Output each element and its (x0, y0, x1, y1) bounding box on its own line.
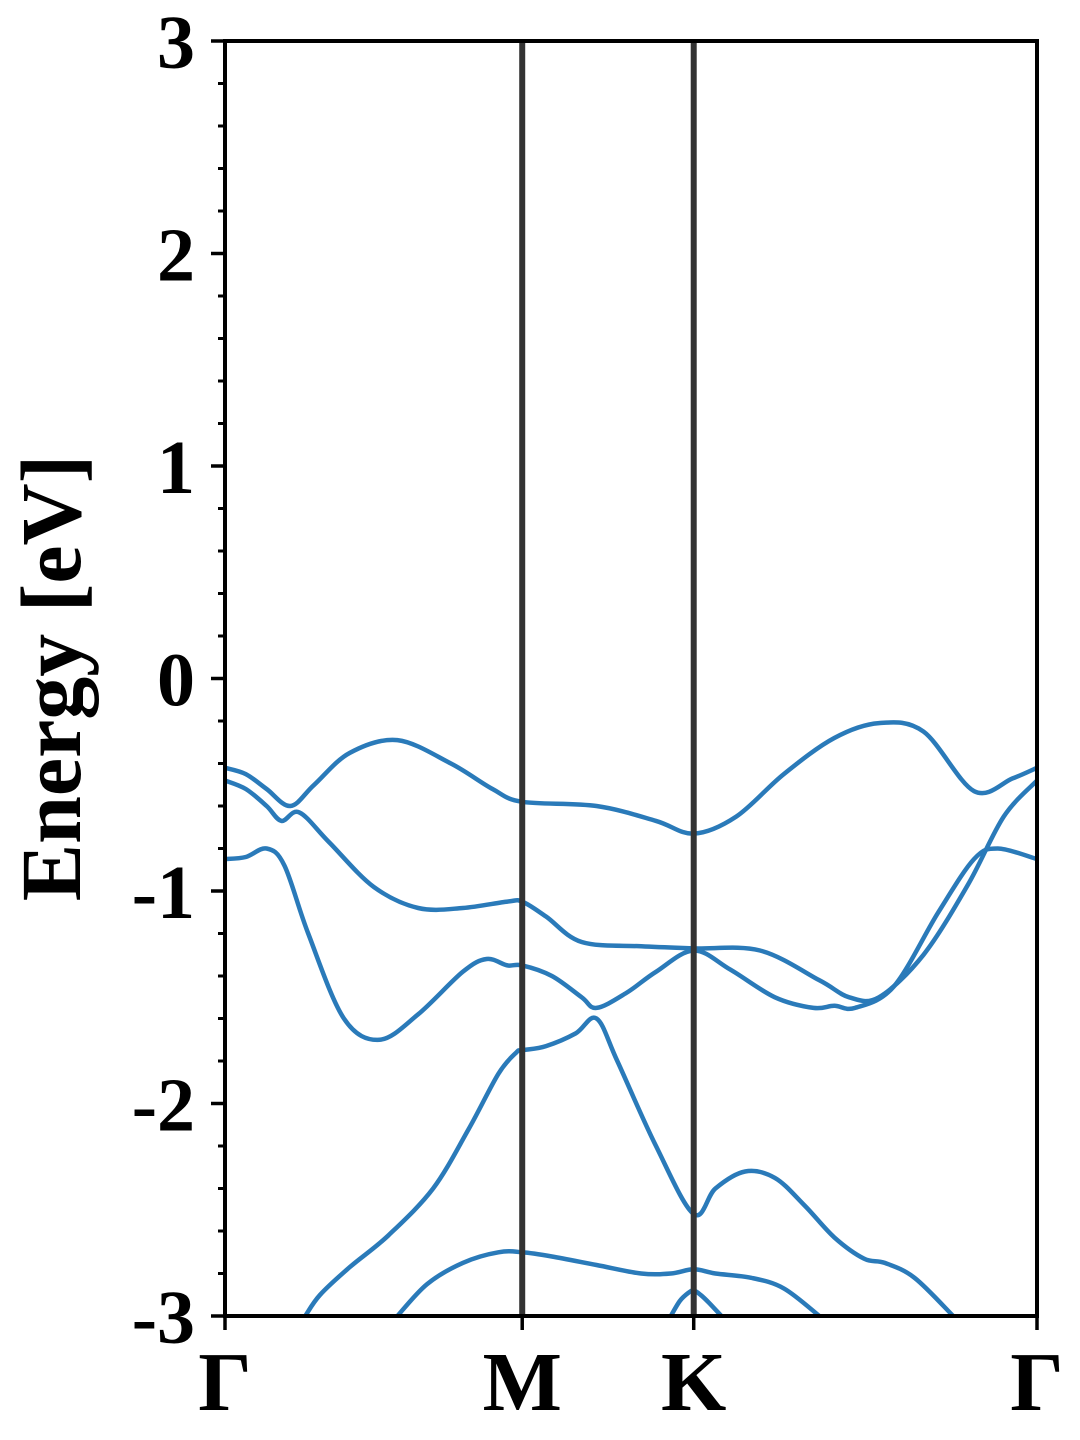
band-line-3 (225, 846, 1037, 1043)
y-axis-ticks: 3 2 1 0 -1 -2 -3 (132, 1, 225, 1360)
x-tick-label: M (483, 1336, 562, 1429)
y-tick-label: -3 (132, 1276, 195, 1360)
high-symmetry-lines (519, 41, 697, 1316)
band-line-2 (225, 778, 1037, 1004)
band-line-4 (302, 1015, 956, 1316)
y-axis-label: Energy [eV] (3, 455, 99, 902)
y-tick-label: -1 (132, 851, 195, 935)
y-tick-label: 2 (157, 214, 195, 298)
plot-border (223, 39, 1039, 1318)
plot-frame (223, 39, 1039, 1318)
x-tick-label: Γ (198, 1336, 251, 1429)
y-tick-label: 0 (157, 639, 195, 723)
band-line-1 (225, 720, 1037, 836)
x-tick-label: K (661, 1336, 726, 1429)
band-lines (225, 720, 1037, 1316)
y-tick-label: 3 (157, 1, 195, 85)
y-tick-label: -2 (132, 1064, 195, 1148)
band-line-5 (395, 1249, 822, 1316)
x-tick-label: Γ (1010, 1336, 1063, 1429)
y-tick-label: 1 (157, 426, 195, 510)
